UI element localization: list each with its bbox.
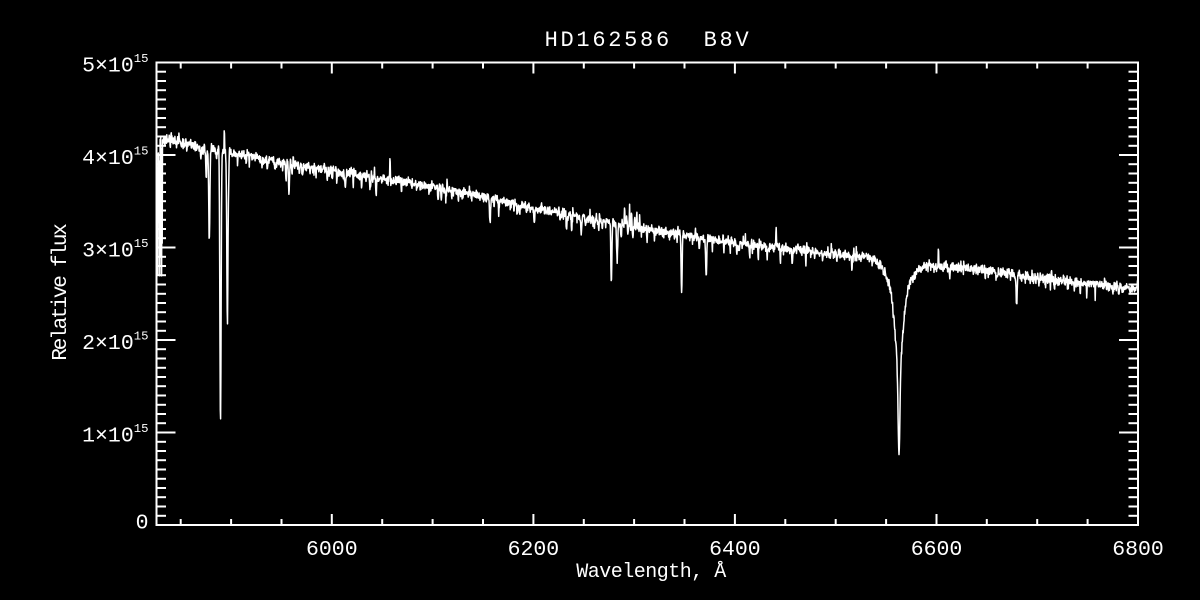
svg-text:6200: 6200 xyxy=(508,538,560,562)
svg-text:6800: 6800 xyxy=(1112,538,1164,562)
svg-text:HD162586 B8V: HD162586 B8V xyxy=(545,28,752,53)
svg-text:6400: 6400 xyxy=(709,538,761,562)
svg-text:Wavelength, Å: Wavelength, Å xyxy=(576,561,726,584)
svg-text:Relative flux: Relative flux xyxy=(50,224,73,361)
svg-text:3×1015: 3×1015 xyxy=(82,237,148,264)
svg-text:6600: 6600 xyxy=(911,538,963,562)
svg-text:6000: 6000 xyxy=(306,538,358,562)
svg-text:0: 0 xyxy=(136,512,149,536)
